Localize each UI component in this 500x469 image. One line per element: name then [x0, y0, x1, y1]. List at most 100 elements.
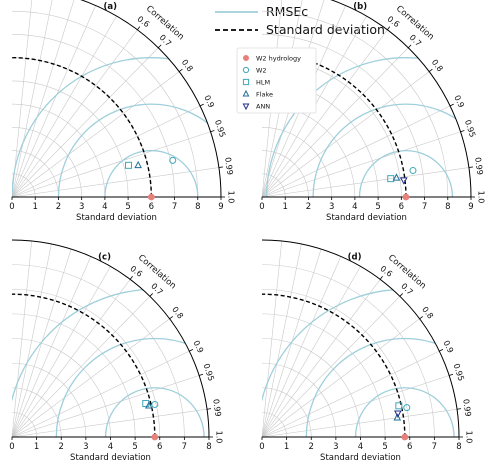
data-point-hlm [395, 402, 403, 410]
corr-tick-label: 0.9 [191, 339, 205, 354]
data-point-w2-hydrology [401, 433, 409, 441]
corr-tick [129, 275, 133, 280]
legend-marker-hlm [242, 78, 250, 86]
rmse-contour-arc [305, 337, 459, 437]
corr-grid-line [261, 279, 381, 438]
rmse-contour-arc [12, 57, 221, 197]
std-grid-arc [261, 34, 425, 198]
rmse-contours [265, 57, 471, 197]
x-tick-label: 3 [333, 442, 338, 452]
corr-tick-label: 0.9 [202, 94, 216, 109]
corr-grid-line [261, 29, 388, 198]
rmse-contour-arc [104, 149, 199, 197]
corr-tick [137, 26, 141, 31]
corr-tick-label: 0.95 [452, 362, 466, 382]
x-tick-label: 1 [33, 202, 38, 212]
reference-std-arc [261, 293, 406, 438]
corr-grid-line [261, 243, 302, 438]
reference-std-arc [11, 56, 153, 198]
corr-tick [449, 373, 454, 376]
legend-marker-flake [242, 89, 250, 97]
corr-grid-line [261, 71, 430, 198]
rmse-contour-arc [354, 387, 455, 437]
data-point-ann [394, 410, 402, 418]
x-tick-label: 4 [102, 202, 107, 212]
legend-label-w2-hydrology: W2 hydrology [256, 55, 301, 63]
std-grid-arc [11, 313, 136, 438]
data-point-w2 [151, 400, 159, 408]
corr-grid-line [11, 350, 190, 438]
x-tick-label: 7 [182, 442, 187, 452]
x-tick-label: 2 [56, 202, 61, 212]
corr-tick [206, 408, 212, 410]
corr-tick [456, 408, 462, 410]
x-axis-label: Standard deviation [320, 453, 401, 463]
corr-grid-line [11, 29, 138, 198]
std-grid-arc [11, 34, 175, 198]
rmse-contour-arc [358, 149, 454, 197]
std-grid-arc [261, 387, 312, 438]
legend-label-hlm: HLM [256, 79, 270, 87]
x-tick-label: 6 [399, 202, 404, 212]
corr-tick-label: 0.6 [136, 14, 152, 29]
corr-grid-line [11, 279, 131, 438]
x-tick-label: 9 [218, 202, 223, 212]
panel-label: (a) [103, 2, 117, 12]
x-tick-label: 0 [9, 442, 14, 452]
std-grid-arc [11, 103, 106, 198]
corr-grid-line [11, 131, 211, 198]
corr-grid-line [261, 318, 420, 438]
x-tick-label: 1 [284, 442, 289, 452]
corr-grid-line [261, 350, 440, 438]
data-point-w2 [409, 167, 417, 175]
x-tick-label: 4 [108, 442, 113, 452]
corr-tick [449, 103, 454, 107]
corr-grid-line [261, 296, 401, 438]
x-tick-label: 6 [157, 442, 162, 452]
x-tick-label: 3 [79, 202, 84, 212]
x-tick-label: 6 [149, 202, 154, 212]
legend-marker-w2-hydrology [242, 55, 249, 62]
corr-tick-label: 0.9 [441, 339, 455, 354]
data-point-ann [399, 177, 408, 185]
corr-grid-line [11, 0, 53, 198]
corr-tick-label: 0.8 [170, 305, 185, 321]
corr-tick-label: 0.99 [223, 157, 234, 176]
panel-label: (c) [98, 253, 111, 263]
corr-tick [210, 130, 215, 133]
corr-tick-label: 0.8 [180, 58, 195, 74]
corr-tick-label: 0.99 [211, 398, 222, 417]
corr-tick-label: 0.99 [473, 157, 484, 176]
corr-tick-label: 0.8 [420, 305, 435, 321]
x-tick-label: 4 [358, 442, 363, 452]
x-tick-label: 5 [125, 202, 130, 212]
corr-tick [399, 293, 403, 297]
corr-grid-line [11, 256, 92, 438]
reference-std-arc [11, 293, 156, 438]
x-tick-label: 4 [352, 202, 357, 212]
std-grid-arc [261, 288, 411, 438]
x-tick-label: 0 [259, 442, 264, 452]
std-legend-label: Standard deviation [266, 22, 385, 37]
corr-grid-line [11, 243, 52, 438]
data-point-w2 [403, 404, 411, 412]
rmse-contour-arc [57, 103, 221, 197]
x-axis-label: Standard deviation [70, 453, 151, 463]
x-tick-label: 0 [259, 202, 264, 212]
corr-tick-label: 0.95 [213, 119, 227, 139]
std-grid-arc [261, 127, 332, 198]
legend-label-w2: W2 [256, 67, 267, 75]
data-point-hlm [125, 161, 133, 169]
corr-grid-line [11, 318, 170, 438]
outer-arc [330, 0, 472, 198]
x-tick-label: 8 [456, 442, 461, 452]
corr-grid-line [261, 240, 282, 438]
std-grid-arc [11, 264, 185, 438]
legend-marker-ann [242, 103, 250, 111]
corr-grid-line [11, 266, 111, 438]
rmse-legend-label: RMSEc [266, 4, 308, 19]
x-tick-label: 7 [432, 442, 437, 452]
corr-tick-label: 0.6 [128, 264, 144, 279]
rmse-contour-arc [265, 57, 471, 197]
data-point-w2 [169, 156, 177, 164]
